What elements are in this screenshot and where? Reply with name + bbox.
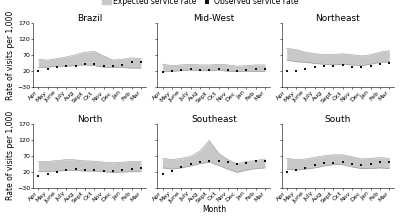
Title: North: North (77, 115, 102, 124)
Legend: Expected service rate, Observed service rate: Expected service rate, Observed service … (102, 0, 298, 6)
Y-axis label: Rate of visits per 1,000: Rate of visits per 1,000 (6, 111, 14, 200)
X-axis label: Month: Month (202, 205, 226, 214)
Title: Brazil: Brazil (77, 14, 102, 23)
Title: South: South (325, 115, 351, 124)
Title: Northeast: Northeast (316, 14, 360, 23)
Y-axis label: Rate of visits per 1,000: Rate of visits per 1,000 (6, 11, 14, 100)
Title: Southeast: Southeast (191, 115, 237, 124)
Title: Mid-West: Mid-West (193, 14, 234, 23)
